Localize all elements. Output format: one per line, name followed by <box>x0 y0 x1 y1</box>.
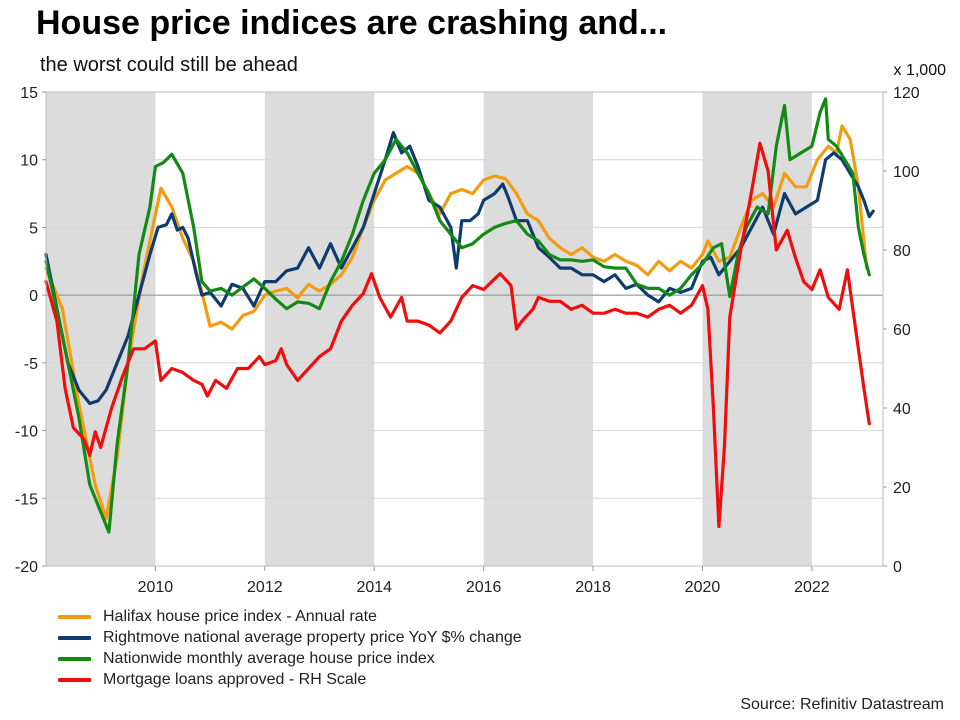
shaded-band-2 <box>483 92 594 566</box>
legend-item-nationwide: Nationwide monthly average house price i… <box>58 648 522 669</box>
shaded-bands <box>46 92 812 566</box>
right-axis-ticks: 0 20 40 60 80 100 120 <box>883 85 920 576</box>
shaded-band-1 <box>264 92 375 566</box>
x-tick-label: 2018 <box>575 579 611 596</box>
x-tick-label: 2012 <box>247 579 283 596</box>
chart-subtitle: the worst could still be ahead <box>40 54 298 76</box>
legend-label-mortgage: Mortgage loans approved - RH Scale <box>103 670 367 688</box>
right-tick-label: 40 <box>893 401 911 418</box>
left-tick-label: -15 <box>15 491 38 508</box>
right-tick-label: 0 <box>893 559 902 576</box>
shaded-band-0 <box>46 92 156 566</box>
x-tick-label: 2022 <box>794 579 830 596</box>
left-tick-label: -20 <box>15 559 38 576</box>
right-axis-unit-note: x 1,000 <box>893 62 946 79</box>
legend-item-mortgage: Mortgage loans approved - RH Scale <box>58 669 522 690</box>
legend-item-rightmove: Rightmove national average property pric… <box>58 627 522 648</box>
legend-label-halifax: Halifax house price index - Annual rate <box>103 607 377 625</box>
chart-title: House price indices are crashing and... <box>36 4 668 42</box>
legend-swatch-mortgage <box>58 677 91 682</box>
x-tick-label: 2010 <box>138 579 174 596</box>
left-tick-label: -10 <box>15 424 38 441</box>
legend-swatch-halifax <box>58 614 91 619</box>
legend-item-halifax: Halifax house price index - Annual rate <box>58 606 522 627</box>
legend-swatch-rightmove <box>58 635 91 640</box>
legend-label-nationwide: Nationwide monthly average house price i… <box>103 649 435 667</box>
left-axis-ticks: -20 -15 -10 -5 0 5 10 15 <box>15 85 46 576</box>
right-tick-label: 120 <box>893 85 920 102</box>
left-tick-label: 5 <box>29 220 38 237</box>
series-lines <box>44 97 875 534</box>
left-tick-label: 10 <box>20 153 38 170</box>
x-tick-label: 2016 <box>466 579 502 596</box>
left-tick-label: 0 <box>29 288 38 305</box>
x-tick-label: 2020 <box>685 579 721 596</box>
legend-label-rightmove: Rightmove national average property pric… <box>103 628 522 646</box>
x-axis-ticks: 2010 2012 2014 2016 2018 2020 2022 <box>138 566 830 596</box>
right-tick-label: 80 <box>893 243 911 260</box>
left-tick-label: -5 <box>24 356 38 373</box>
left-tick-label: 15 <box>20 85 38 102</box>
series-line-mortgage <box>44 141 871 529</box>
x-tick-label: 2014 <box>356 579 392 596</box>
right-tick-label: 100 <box>893 164 920 181</box>
legend: Halifax house price index - Annual rate … <box>58 606 522 690</box>
right-tick-label: 60 <box>893 322 911 339</box>
source-note: Source: Refinitiv Datastream <box>740 696 944 713</box>
right-tick-label: 20 <box>893 480 911 497</box>
legend-swatch-nationwide <box>58 656 91 661</box>
